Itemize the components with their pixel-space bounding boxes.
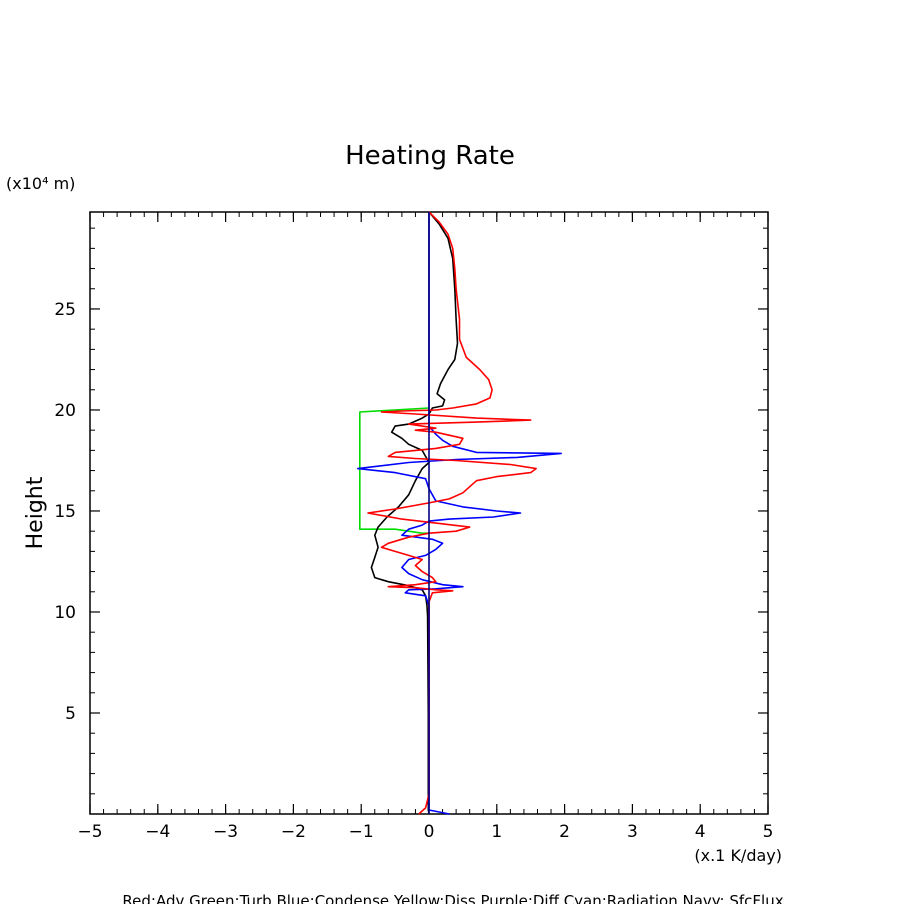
x-tick-label: −5 xyxy=(77,822,102,842)
y-tick-label: 10 xyxy=(54,603,76,623)
x-tick-label: 5 xyxy=(763,822,774,842)
series-line-3 xyxy=(367,211,537,815)
plot-area: −5 −4 −3 −2 −1 0 1 2 3 4 5 5 10 15 20 25 xyxy=(54,211,774,842)
x-tick-label: −2 xyxy=(281,822,306,842)
chart-title: Heating Rate xyxy=(345,141,515,171)
x-tick-label: 3 xyxy=(627,822,638,842)
x-tick-label: −1 xyxy=(349,822,374,842)
y-tick-label: 15 xyxy=(54,502,76,522)
y-tick-label: 5 xyxy=(65,704,76,724)
x-tick-label: 2 xyxy=(559,822,570,842)
y-tick-label: 20 xyxy=(54,401,76,421)
legend-text: Red:Adv Green:Turb Blue:Condense Yellow:… xyxy=(122,892,783,904)
y-tick-label: 25 xyxy=(54,300,76,320)
x-tick-label: −4 xyxy=(145,822,170,842)
series-line-2 xyxy=(356,212,563,815)
x-tick-label: 1 xyxy=(491,822,502,842)
y-axis-label: Height xyxy=(23,476,48,549)
x-tick-label: −3 xyxy=(213,822,238,842)
x-axis-label: (x.1 K/day) xyxy=(694,846,782,865)
series-line-1 xyxy=(370,211,459,815)
y-unit-label: (x10⁴ m) xyxy=(6,174,75,193)
x-tick-label: 4 xyxy=(695,822,706,842)
x-tick-label: 0 xyxy=(424,822,435,842)
